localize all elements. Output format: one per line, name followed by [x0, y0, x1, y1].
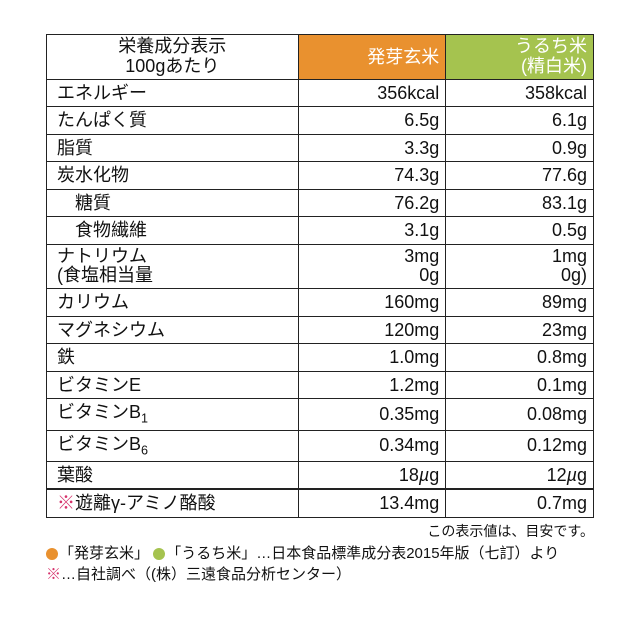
bullet-b-icon: [153, 548, 165, 560]
row-val-a: 0.35mg: [298, 399, 446, 430]
row-val-b: 83.1g: [446, 189, 594, 217]
row-val-b: 1mg 0g): [446, 244, 594, 289]
header-title-line1: 栄養成分表示: [118, 36, 226, 56]
row-val-a: 13.4mg: [298, 489, 446, 517]
legend-line2: ※…自社調べ（(株）三遠食品分析センター）: [46, 564, 594, 585]
row-label: カリウム: [47, 289, 299, 317]
footnote: この表示値は、目安です。: [46, 521, 594, 541]
row-label: ビタミンB6: [47, 430, 299, 461]
table-row: 糖質76.2g83.1g: [47, 189, 594, 217]
row-val-a: 1.2mg: [298, 371, 446, 399]
row-val-b: 77.6g: [446, 162, 594, 190]
table-row: エネルギー356kcal358kcal: [47, 79, 594, 107]
header-title-line2: 100gあたり: [125, 56, 219, 76]
row-gaba: ※遊離γ-アミノ酪酸 13.4mg 0.7mg: [47, 489, 594, 517]
row-val-a: 160mg: [298, 289, 446, 317]
row-val-a: 18µg: [298, 461, 446, 489]
row-label: ナトリウム (食塩相当量: [47, 244, 299, 289]
row-label: 糖質: [47, 189, 299, 217]
row-val-a: 3mg 0g: [298, 244, 446, 289]
row-val-a: 76.2g: [298, 189, 446, 217]
row-vitb1: ビタミンB1 0.35mg 0.08mg: [47, 399, 594, 430]
row-folate: 葉酸 18µg 12µg: [47, 461, 594, 489]
row-label: ビタミンB1: [47, 399, 299, 430]
row-label: 食物繊維: [47, 217, 299, 245]
row-val-b: 23mg: [446, 316, 594, 344]
row-sodium: ナトリウム (食塩相当量 3mg 0g 1mg 0g): [47, 244, 594, 289]
table-row: 鉄1.0mg0.8mg: [47, 344, 594, 372]
row-label: ※遊離γ-アミノ酪酸: [47, 489, 299, 517]
table-row: ビタミンE1.2mg0.1mg: [47, 371, 594, 399]
row-val-a: 0.34mg: [298, 430, 446, 461]
row-val-b: 0.1mg: [446, 371, 594, 399]
table-row: 食物繊維3.1g0.5g: [47, 217, 594, 245]
legend-line1: 「発芽玄米」 「うるち米」…日本食品標準成分表2015年版（七訂）より: [46, 543, 594, 564]
row-val-a: 3.1g: [298, 217, 446, 245]
row-val-b: 6.1g: [446, 107, 594, 135]
row-val-b: 0.9g: [446, 134, 594, 162]
bullet-a-icon: [46, 548, 58, 560]
row-val-a: 74.3g: [298, 162, 446, 190]
row-label: 鉄: [47, 344, 299, 372]
row-label: 炭水化物: [47, 162, 299, 190]
row-val-b: 0.5g: [446, 217, 594, 245]
row-label: ビタミンE: [47, 371, 299, 399]
row-label: たんぱく質: [47, 107, 299, 135]
table-row: 脂質3.3g0.9g: [47, 134, 594, 162]
row-val-b: 89mg: [446, 289, 594, 317]
row-val-b: 0.12mg: [446, 430, 594, 461]
row-label: 葉酸: [47, 461, 299, 489]
row-val-b: 12µg: [446, 461, 594, 489]
row-val-a: 6.5g: [298, 107, 446, 135]
row-vitb6: ビタミンB6 0.34mg 0.12mg: [47, 430, 594, 461]
table-row: 炭水化物74.3g77.6g: [47, 162, 594, 190]
table-row: たんぱく質6.5g6.1g: [47, 107, 594, 135]
row-label: 脂質: [47, 134, 299, 162]
row-val-a: 3.3g: [298, 134, 446, 162]
row-val-b: 0.08mg: [446, 399, 594, 430]
row-val-b: 0.7mg: [446, 489, 594, 517]
header-col-b: うるち米 (精白米): [446, 35, 594, 80]
nutrition-table: 栄養成分表示 100gあたり 発芽玄米 うるち米 (精白米) エネルギー356k…: [46, 34, 594, 518]
row-label: マグネシウム: [47, 316, 299, 344]
row-val-a: 356kcal: [298, 79, 446, 107]
legend: 「発芽玄米」 「うるち米」…日本食品標準成分表2015年版（七訂）より ※…自社…: [46, 543, 594, 585]
row-label: エネルギー: [47, 79, 299, 107]
table-row: マグネシウム120mg23mg: [47, 316, 594, 344]
row-val-a: 1.0mg: [298, 344, 446, 372]
header-title: 栄養成分表示 100gあたり: [47, 35, 299, 80]
row-val-b: 0.8mg: [446, 344, 594, 372]
header-col-a: 発芽玄米: [298, 35, 446, 80]
table-row: カリウム160mg89mg: [47, 289, 594, 317]
row-val-a: 120mg: [298, 316, 446, 344]
row-val-b: 358kcal: [446, 79, 594, 107]
